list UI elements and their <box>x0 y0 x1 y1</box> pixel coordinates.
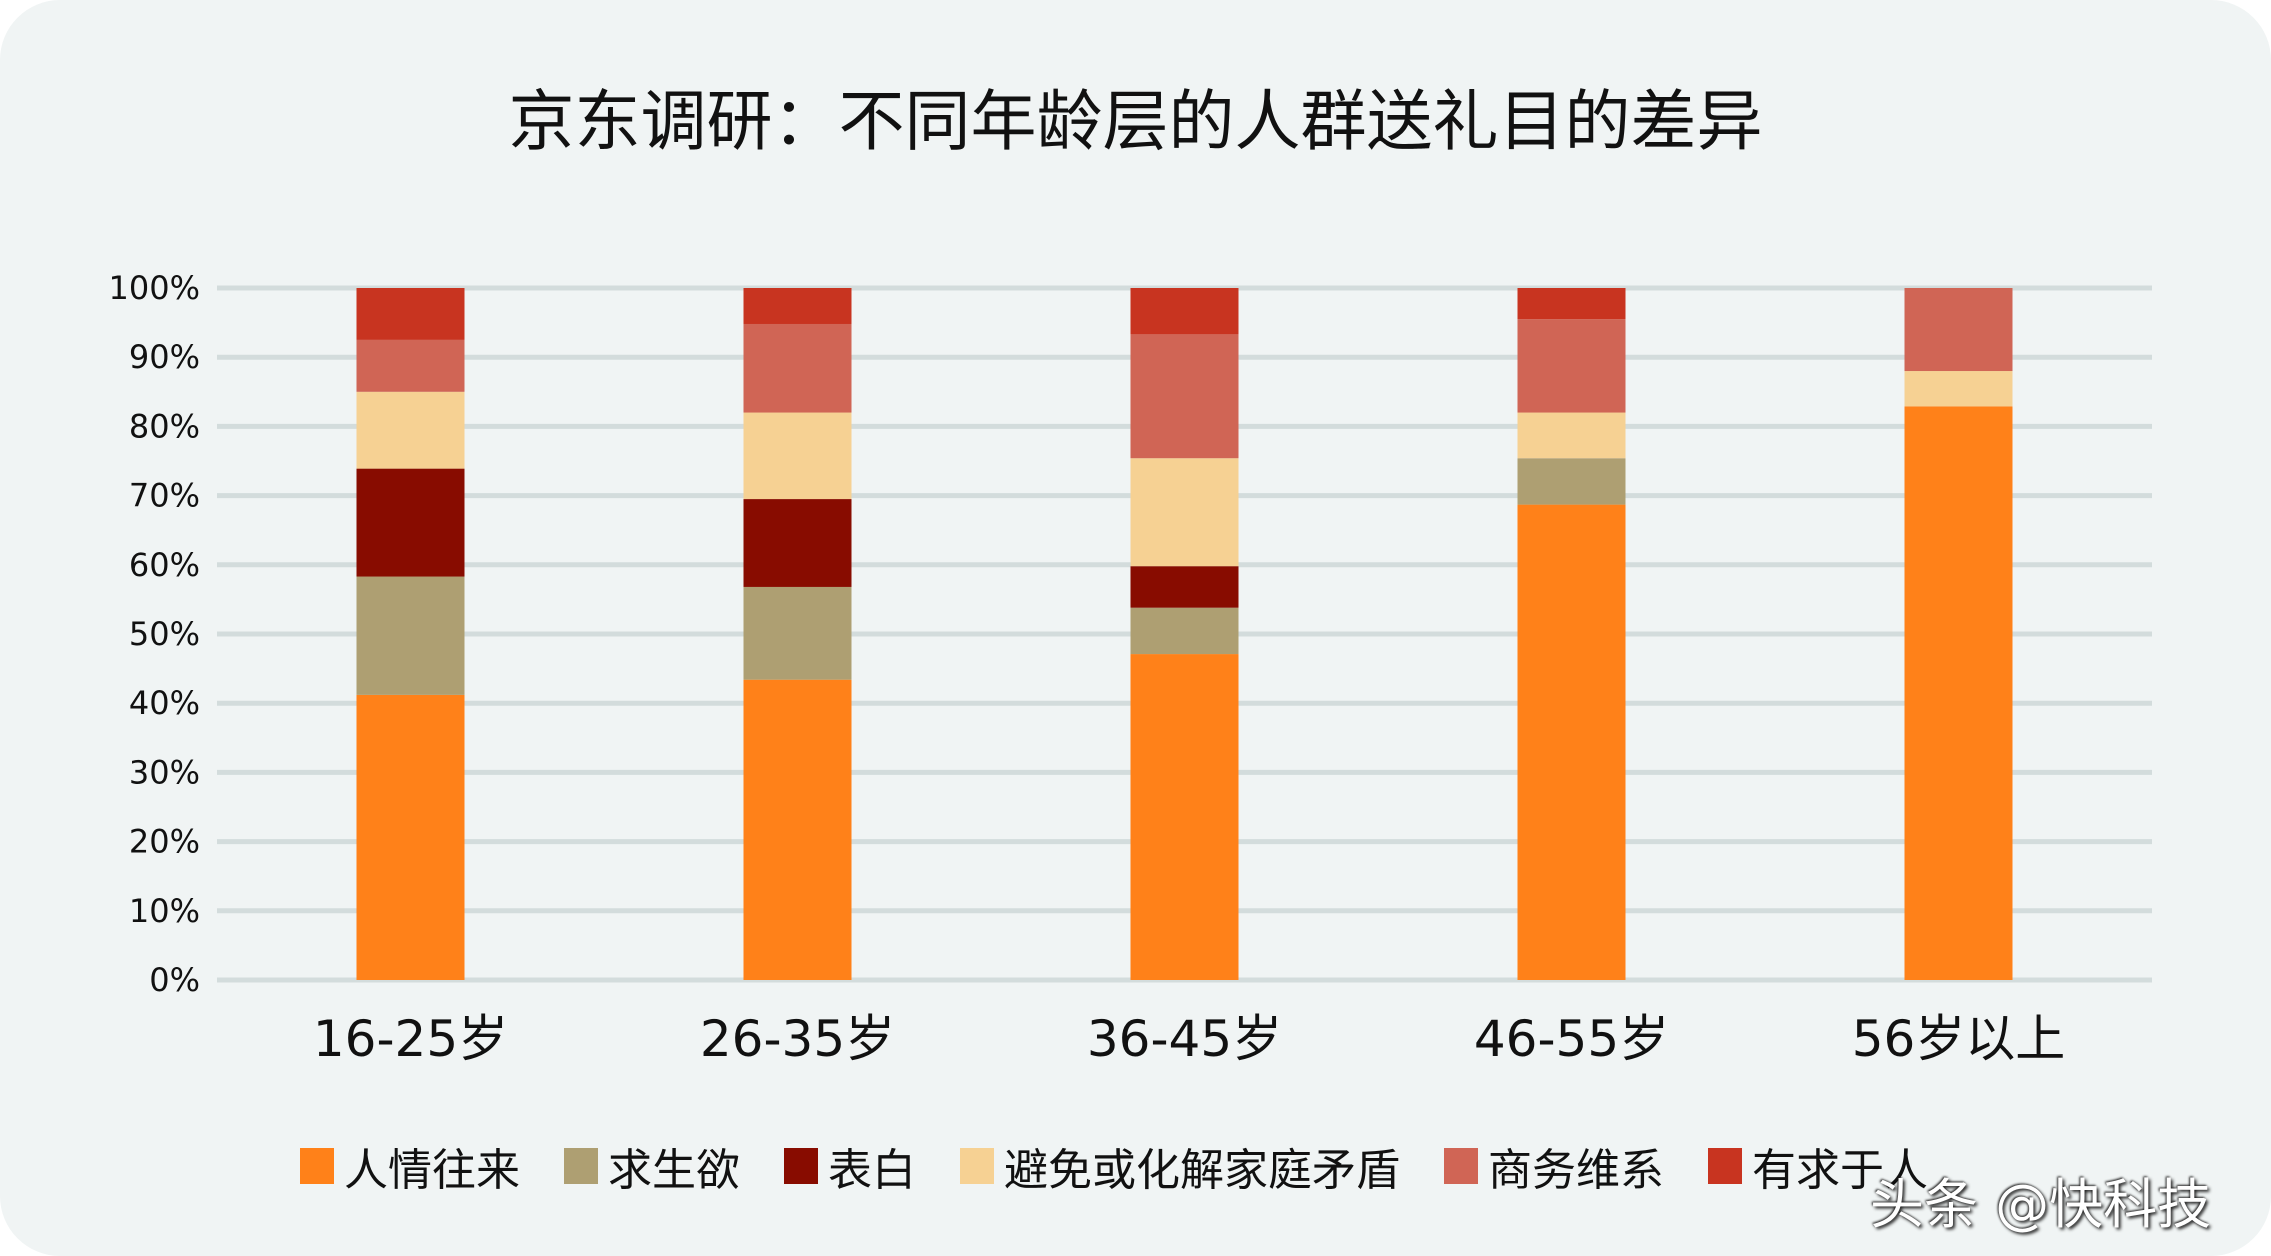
x-tick-label: 56岁以上 <box>1852 1010 2066 1068</box>
y-tick-label: 80% <box>129 407 200 445</box>
legend-swatch <box>1708 1148 1742 1184</box>
bar-segment-1-1 <box>743 586 852 680</box>
bar-segment-1-4 <box>743 323 852 413</box>
legend-label: 避免或化解家庭矛盾 <box>1004 1145 1400 1196</box>
bar-segment-3-0 <box>1517 504 1626 980</box>
legend-item: 商务维系 <box>1444 1134 1664 1198</box>
y-tick-label: 50% <box>129 615 200 653</box>
y-tick-label: 20% <box>129 823 200 861</box>
legend-item: 有求于人 <box>1708 1134 1928 1198</box>
bar-segment-1-0 <box>743 679 852 980</box>
y-tick-label: 30% <box>129 753 200 791</box>
bar-segment-4-4 <box>1904 288 2013 372</box>
legend-item: 求生欲 <box>564 1134 740 1198</box>
legend-swatch <box>300 1148 334 1184</box>
y-tick-label: 70% <box>129 477 200 515</box>
bar-segment-1-3 <box>743 412 852 500</box>
bar-segment-1-2 <box>743 499 852 587</box>
legend-item: 避免或化解家庭矛盾 <box>960 1134 1400 1198</box>
bar-segment-0-5 <box>356 288 465 340</box>
y-tick-label: 10% <box>129 892 200 930</box>
y-tick-label: 40% <box>129 684 200 722</box>
bar-segment-0-2 <box>356 468 465 577</box>
x-tick-label: 46-55岁 <box>1474 1010 1669 1068</box>
bar-segment-1-5 <box>743 288 852 324</box>
x-tick-label: 36-45岁 <box>1087 1010 1282 1068</box>
bar-segment-3-3 <box>1517 412 1626 459</box>
bar-segment-0-0 <box>356 694 465 980</box>
legend-item: 人情往来 <box>300 1134 520 1198</box>
legend-swatch <box>784 1148 818 1184</box>
bar-segment-2-2 <box>1130 566 1239 608</box>
x-tick-label: 16-25岁 <box>313 1010 508 1068</box>
legend-swatch <box>960 1148 994 1184</box>
bar-segment-3-5 <box>1517 288 1626 320</box>
bar-segment-0-4 <box>356 339 465 392</box>
bar-segment-4-3 <box>1904 371 2013 407</box>
bar-segment-0-1 <box>356 576 465 695</box>
y-tick-label: 100% <box>109 269 200 307</box>
bar-segment-4-0 <box>1904 406 2013 980</box>
y-tick-label: 90% <box>129 338 200 376</box>
legend-label: 商务维系 <box>1488 1145 1664 1196</box>
bar-segment-2-4 <box>1130 334 1239 459</box>
bar-segment-3-4 <box>1517 319 1626 413</box>
bar-segment-0-3 <box>356 391 465 469</box>
chart-title: 京东调研：不同年龄层的人群送礼目的差异 <box>508 83 1763 160</box>
legend-label: 表白 <box>828 1145 916 1196</box>
legend-label: 求生欲 <box>608 1145 740 1196</box>
watermark: 头条 @快科技 <box>1870 1173 2212 1236</box>
y-tick-label: 60% <box>129 546 200 584</box>
y-tick-label: 0% <box>149 961 200 999</box>
bar-segment-2-3 <box>1130 458 1239 567</box>
legend-swatch <box>564 1148 598 1184</box>
legend-label: 人情往来 <box>344 1145 520 1196</box>
legend-item: 表白 <box>784 1134 916 1198</box>
legend-label: 有求于人 <box>1752 1145 1928 1196</box>
bar-segment-3-1 <box>1517 458 1626 505</box>
legend: 人情往来 求生欲 表白 避免或化解家庭矛盾 商务维系 有求于人 <box>300 1134 1928 1198</box>
x-tick-label: 26-35岁 <box>700 1010 895 1068</box>
bar-segment-2-0 <box>1130 654 1239 980</box>
legend-swatch <box>1444 1148 1478 1184</box>
bar-segment-2-5 <box>1130 288 1239 335</box>
bar-segment-2-1 <box>1130 607 1239 655</box>
